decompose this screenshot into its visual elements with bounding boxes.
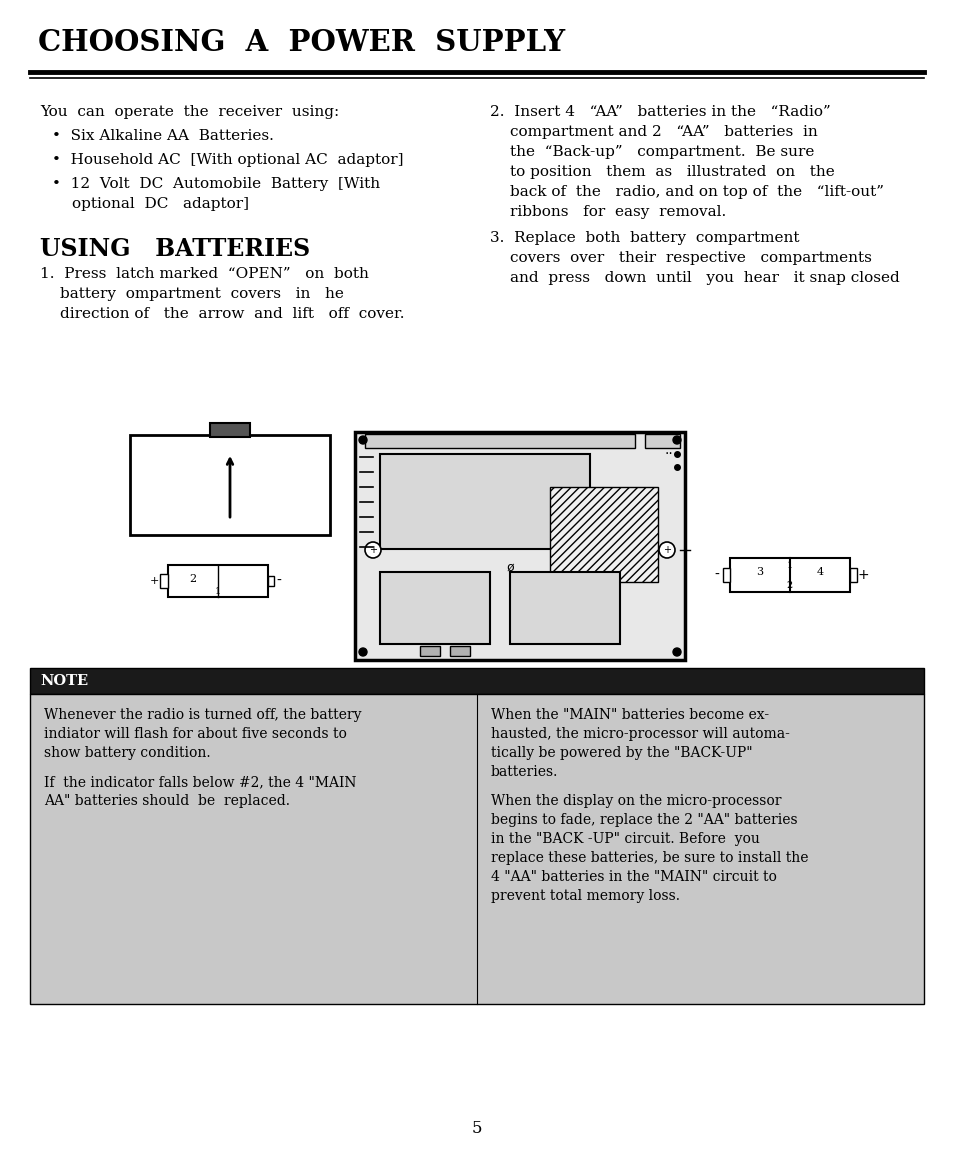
Text: batteries.: batteries. [491,765,558,778]
Bar [355,432,684,660]
Text: AA" batteries should  be  replaced.: AA" batteries should be replaced. [44,793,290,808]
Text: optional  DC   adaptor]: optional DC adaptor] [71,198,249,211]
Text: prevent total memory loss.: prevent total memory loss. [491,889,679,903]
Text: the  “Back-up”   compartment.  Be sure: the “Back-up” compartment. Be sure [510,146,814,159]
Text: •  Six Alkaline AA  Batteries.: • Six Alkaline AA Batteries. [52,129,274,143]
Text: •  12  Volt  DC  Automobile  Battery  [With: • 12 Volt DC Automobile Battery [With [52,177,379,191]
Text: to position   them  as   illustrated  on   the: to position them as illustrated on the [510,165,834,179]
Text: battery  ompartment  covers   in   he: battery ompartment covers in he [60,286,343,301]
Bar [210,423,250,437]
Text: ribbons   for  easy  removal.: ribbons for easy removal. [510,204,725,219]
Text: replace these batteries, be sure to install the: replace these batteries, be sure to inst… [491,851,807,865]
Bar [379,454,589,549]
Text: 2.  Insert 4   “AA”   batteries in the   “Radio”: 2. Insert 4 “AA” batteries in the “Radio… [490,105,830,119]
Text: covers  over   their  respective   compartments: covers over their respective compartment… [510,251,871,264]
Text: -: - [714,568,719,582]
Bar [30,694,923,1004]
Text: ··: ·· [664,447,673,461]
Bar [419,646,439,656]
Circle shape [365,542,380,558]
Text: begins to fade, replace the 2 "AA" batteries: begins to fade, replace the 2 "AA" batte… [491,813,797,827]
Bar [365,434,635,448]
Text: When the "MAIN" batteries become ex-: When the "MAIN" batteries become ex- [491,708,768,722]
Bar [644,434,679,448]
Bar [30,668,923,694]
Text: 2: 2 [786,581,792,589]
Text: You  can  operate  the  receiver  using:: You can operate the receiver using: [40,105,339,119]
Bar [722,568,729,582]
Bar [849,568,856,582]
Bar [379,572,490,644]
Bar [550,487,658,582]
Text: +: + [150,576,158,586]
Text: USING   BATTERIES: USING BATTERIES [40,237,310,261]
Text: 3: 3 [756,567,762,578]
Text: show battery condition.: show battery condition. [44,746,211,760]
Bar [160,574,168,588]
Text: 5: 5 [471,1120,482,1137]
Text: direction of   the  arrow  and  lift   off  cover.: direction of the arrow and lift off cove… [60,307,404,321]
Text: 1: 1 [786,560,792,569]
Text: indiator will flash for about five seconds to: indiator will flash for about five secon… [44,726,347,742]
Circle shape [358,435,367,444]
Text: +: + [662,545,670,556]
Text: 4: 4 [816,567,822,578]
Text: •  Household AC  [With optional AC  adaptor]: • Household AC [With optional AC adaptor… [52,152,403,167]
Text: NOTE: NOTE [40,675,88,688]
Text: +: + [369,545,376,556]
Text: +: + [857,568,868,582]
Text: hausted, the micro-processor will automa-: hausted, the micro-processor will automa… [491,726,789,742]
Text: ø: ø [506,560,514,574]
Text: compartment and 2   “AA”   batteries  in: compartment and 2 “AA” batteries in [510,125,817,139]
Text: -: - [276,574,281,588]
Circle shape [358,648,367,656]
Bar [268,576,274,586]
Bar [450,646,470,656]
Circle shape [672,435,680,444]
Text: 2: 2 [190,574,196,584]
Bar [510,572,619,644]
Text: CHOOSING  A  POWER  SUPPLY: CHOOSING A POWER SUPPLY [38,28,564,57]
Circle shape [659,542,675,558]
Text: back of  the   radio, and on top of  the   “lift-out”: back of the radio, and on top of the “li… [510,185,883,199]
Text: 1: 1 [214,587,221,596]
Text: and  press   down  until   you  hear   it snap closed: and press down until you hear it snap cl… [510,271,899,285]
Text: 3.  Replace  both  battery  compartment: 3. Replace both battery compartment [490,231,799,245]
Text: Whenever the radio is turned off, the battery: Whenever the radio is turned off, the ba… [44,708,361,722]
Text: tically be powered by the "BACK-UP": tically be powered by the "BACK-UP" [491,746,752,760]
Text: When the display on the micro-processor: When the display on the micro-processor [491,793,781,808]
Text: in the "BACK -UP" circuit. Before  you: in the "BACK -UP" circuit. Before you [491,832,760,845]
Bar [130,435,330,535]
Text: If  the indicator falls below #2, the 4 "MAIN: If the indicator falls below #2, the 4 "… [44,775,356,789]
Bar [168,565,268,597]
Bar [729,558,849,593]
Circle shape [672,648,680,656]
Text: 4 "AA" batteries in the "MAIN" circuit to: 4 "AA" batteries in the "MAIN" circuit t… [491,870,776,884]
Text: 1.  Press  latch marked  “OPEN”   on  both: 1. Press latch marked “OPEN” on both [40,267,369,281]
